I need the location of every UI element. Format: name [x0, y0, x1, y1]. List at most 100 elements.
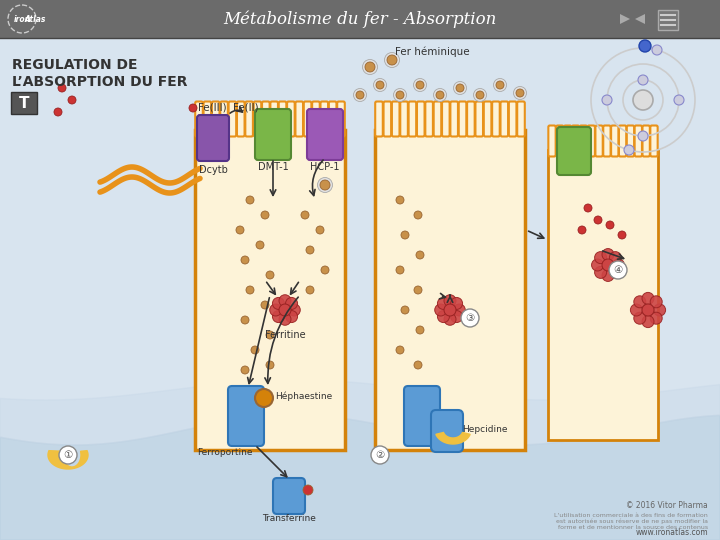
FancyBboxPatch shape — [409, 102, 416, 137]
FancyBboxPatch shape — [557, 127, 591, 175]
Circle shape — [286, 310, 297, 322]
Text: Fe(III): Fe(III) — [198, 103, 227, 113]
Circle shape — [376, 81, 384, 89]
Text: iron: iron — [14, 15, 31, 24]
Circle shape — [416, 326, 424, 334]
Circle shape — [279, 295, 291, 307]
Circle shape — [241, 256, 249, 264]
Bar — [658, 10, 678, 30]
FancyBboxPatch shape — [392, 102, 400, 137]
FancyBboxPatch shape — [417, 102, 425, 137]
FancyBboxPatch shape — [287, 102, 294, 137]
Text: est autorisée sous réserve de ne pas modifier la: est autorisée sous réserve de ne pas mod… — [556, 518, 708, 524]
FancyBboxPatch shape — [556, 125, 564, 157]
Text: Transferrine: Transferrine — [262, 514, 316, 523]
Circle shape — [438, 298, 449, 309]
Text: ③: ③ — [465, 313, 474, 323]
Text: Hepcidine: Hepcidine — [462, 426, 508, 435]
Circle shape — [633, 90, 653, 110]
FancyBboxPatch shape — [442, 102, 449, 137]
Circle shape — [286, 298, 297, 309]
FancyBboxPatch shape — [271, 102, 278, 137]
FancyBboxPatch shape — [619, 125, 626, 157]
FancyBboxPatch shape — [320, 102, 328, 137]
Circle shape — [414, 211, 422, 219]
FancyBboxPatch shape — [229, 102, 236, 137]
Circle shape — [387, 55, 397, 65]
Text: Ferroportine: Ferroportine — [197, 448, 253, 457]
Circle shape — [594, 216, 602, 224]
Circle shape — [516, 89, 524, 97]
FancyBboxPatch shape — [467, 102, 474, 137]
Circle shape — [255, 389, 273, 407]
Circle shape — [595, 252, 607, 264]
Circle shape — [58, 84, 66, 92]
FancyBboxPatch shape — [451, 102, 458, 137]
Circle shape — [609, 261, 627, 279]
Text: Atlas: Atlas — [25, 15, 46, 24]
FancyBboxPatch shape — [220, 102, 228, 137]
Circle shape — [642, 304, 654, 316]
Polygon shape — [48, 451, 88, 469]
FancyBboxPatch shape — [384, 102, 391, 137]
Circle shape — [241, 366, 249, 374]
FancyBboxPatch shape — [564, 125, 572, 157]
Circle shape — [301, 211, 309, 219]
Text: REGULATION DE: REGULATION DE — [12, 58, 138, 72]
Circle shape — [356, 91, 364, 99]
Polygon shape — [620, 14, 630, 24]
Circle shape — [618, 231, 626, 239]
Circle shape — [584, 204, 592, 212]
Circle shape — [613, 259, 624, 271]
Circle shape — [634, 296, 646, 308]
FancyBboxPatch shape — [580, 125, 587, 157]
Circle shape — [456, 84, 464, 92]
Circle shape — [362, 59, 377, 75]
Circle shape — [316, 226, 324, 234]
Circle shape — [474, 89, 487, 102]
FancyBboxPatch shape — [459, 102, 467, 137]
Circle shape — [241, 316, 249, 324]
FancyBboxPatch shape — [279, 102, 287, 137]
Circle shape — [396, 266, 404, 274]
Circle shape — [513, 86, 526, 99]
Text: forme et de mentionner la source des contenus: forme et de mentionner la source des con… — [558, 525, 708, 530]
FancyBboxPatch shape — [400, 102, 408, 137]
Circle shape — [414, 286, 422, 294]
Circle shape — [674, 95, 684, 105]
Circle shape — [401, 231, 409, 239]
Circle shape — [261, 301, 269, 309]
Circle shape — [454, 304, 465, 316]
FancyBboxPatch shape — [195, 102, 203, 137]
FancyBboxPatch shape — [255, 109, 291, 160]
Circle shape — [602, 95, 612, 105]
Circle shape — [288, 304, 300, 316]
Circle shape — [496, 81, 504, 89]
Circle shape — [638, 75, 648, 85]
Text: T: T — [19, 96, 30, 111]
Circle shape — [416, 251, 424, 259]
FancyBboxPatch shape — [642, 125, 650, 157]
Circle shape — [639, 40, 651, 52]
Circle shape — [272, 298, 284, 309]
FancyBboxPatch shape — [204, 102, 211, 137]
Bar — [0, 0, 720, 38]
FancyBboxPatch shape — [431, 410, 463, 452]
FancyBboxPatch shape — [650, 125, 657, 157]
Circle shape — [256, 241, 264, 249]
FancyBboxPatch shape — [262, 102, 269, 137]
Circle shape — [396, 346, 404, 354]
FancyBboxPatch shape — [549, 125, 556, 157]
Circle shape — [444, 313, 456, 325]
FancyBboxPatch shape — [588, 125, 595, 157]
Polygon shape — [436, 433, 470, 444]
FancyBboxPatch shape — [509, 102, 516, 137]
Circle shape — [595, 266, 607, 279]
Text: HCP-1: HCP-1 — [310, 162, 340, 172]
Text: Ferritine: Ferritine — [265, 330, 305, 340]
Circle shape — [592, 259, 603, 271]
FancyBboxPatch shape — [337, 102, 345, 137]
FancyBboxPatch shape — [304, 102, 311, 137]
Circle shape — [266, 361, 274, 369]
Circle shape — [638, 131, 648, 141]
